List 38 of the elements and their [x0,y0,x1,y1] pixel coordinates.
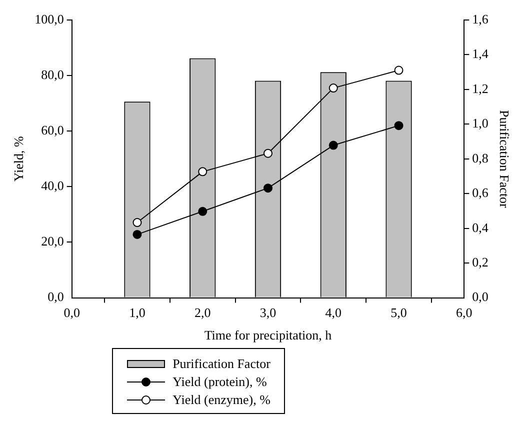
y2-tick-label: 1,4 [472,46,489,62]
point [328,84,338,93]
x-tick-label: 5,0 [390,305,407,320]
y2-tick-label: 1,2 [472,80,488,96]
point [132,218,142,228]
y2-axis-title: Purification Factor [496,110,512,208]
y-tick-label: 40,0 [41,178,64,194]
legend-label: Purification Factor [172,356,270,372]
x-tick-label: 6,0 [456,305,472,320]
point [132,230,142,239]
legend-label: Yield (protein), % [172,374,267,390]
y2-tick-label: 0,2 [472,254,488,270]
x-tick-label: 1,0 [129,305,146,320]
point [394,121,404,130]
x-tick-label: 3,0 [260,305,276,320]
y-tick-label: 60,0 [41,122,64,138]
x-axis-title: Time for precipitation, h [204,328,332,343]
point [264,184,272,193]
y2-tick-label: 0,6 [472,185,489,200]
x-tick-label: 2,0 [194,305,211,320]
y2-tick-label: 0,8 [472,150,488,166]
y2-tick-label: 1,6 [472,11,489,26]
y-tick-label: 20,0 [41,234,64,249]
y-tick-label: 0,0 [48,289,64,304]
x-tick-label: 0,0 [64,305,80,320]
legend-label: Yield (enzyme), % [172,392,270,408]
y2-tick-label: 0,4 [472,220,489,235]
point [198,167,208,176]
point [264,148,272,158]
point [394,66,404,75]
y-axis-title: Yield, % [11,136,26,182]
point [328,140,338,150]
y-tick-label: 80,0 [41,66,64,82]
x-tick-label: 4,0 [325,305,342,320]
y2-tick-label: 0,0 [472,289,488,304]
point [198,206,208,216]
y-tick-label: 100,0 [34,11,64,26]
y2-tick-label: 1,0 [472,116,488,131]
